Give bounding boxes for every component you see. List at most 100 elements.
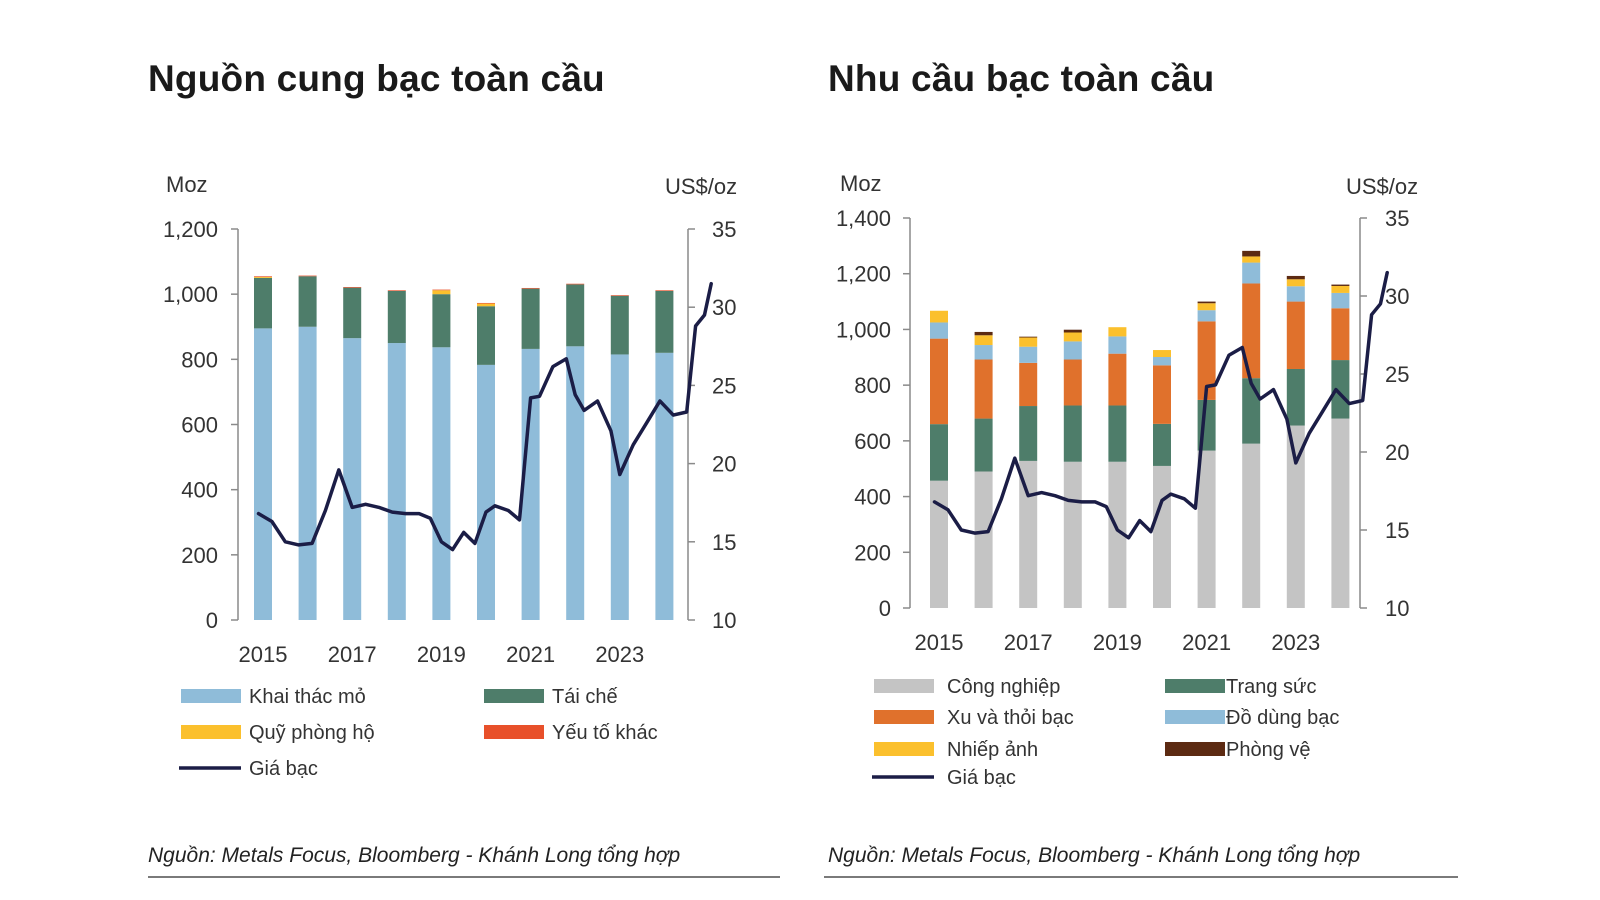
legend-label-gia-bac: Giá bạc xyxy=(947,767,1016,789)
bar-phong-ve-2016 xyxy=(974,331,993,336)
x-axis-tick-label: 2017 xyxy=(328,642,377,667)
bar-trang-suc-2018 xyxy=(1063,405,1082,462)
left-axis-tick-label: 800 xyxy=(854,373,891,398)
legend-swatch-cong-nghiep xyxy=(874,679,934,693)
right-axis-tick-label: 35 xyxy=(1385,206,1409,231)
bar-cong-nghiep-2024 xyxy=(1331,418,1350,608)
bar-do-dung-bac-2018 xyxy=(1063,341,1082,360)
bar-cong-nghiep-2017 xyxy=(1019,460,1038,608)
bar-xu-va-thoi-bac-2021 xyxy=(1197,321,1216,400)
bar-khai-thac-mo-2015 xyxy=(254,328,272,620)
bar-cong-nghiep-2021 xyxy=(1197,450,1216,608)
bar-xu-va-thoi-bac-2017 xyxy=(1019,362,1038,407)
bar-xu-va-thoi-bac-2023 xyxy=(1286,301,1305,369)
x-axis-tick-label: 2017 xyxy=(1004,630,1053,655)
right-axis-tick-label: 20 xyxy=(712,452,736,477)
bar-xu-va-thoi-bac-2022 xyxy=(1242,283,1261,379)
bar-cong-nghiep-2015 xyxy=(930,480,948,608)
bar-do-dung-bac-2015 xyxy=(930,322,948,339)
bar-nhiep-anh-2015 xyxy=(930,310,948,323)
bar-tai-che-2016 xyxy=(298,276,317,327)
legend-label-do-dung-bac: Đồ dùng bạc xyxy=(1226,707,1339,729)
bar-xu-va-thoi-bac-2019 xyxy=(1108,353,1127,406)
bar-tai-che-2024 xyxy=(655,290,674,353)
bar-do-dung-bac-2023 xyxy=(1286,286,1305,302)
left-axis-tick-label: 0 xyxy=(206,608,218,633)
right-axis-tick-label: 30 xyxy=(712,295,736,320)
price-line-gia-bac xyxy=(256,281,713,552)
legend-swatch-yeu-to-khac xyxy=(484,725,544,739)
legend-swatch-tai-che xyxy=(484,689,544,703)
bar-yeu-to-khac-2021 xyxy=(521,287,540,289)
supply-chart-title: Nguồn cung bạc toàn cầu xyxy=(148,58,605,99)
bar-tai-che-2019 xyxy=(432,294,451,348)
bar-phong-ve-2022 xyxy=(1242,250,1261,257)
legend-label-phong-ve: Phòng vệ xyxy=(1226,739,1311,761)
left-axis-tick-label: 600 xyxy=(181,413,218,438)
x-axis-tick-label: 2023 xyxy=(595,642,644,667)
bar-yeu-to-khac-2018 xyxy=(387,290,406,291)
bar-khai-thac-mo-2024 xyxy=(655,352,674,620)
bar-trang-suc-2023 xyxy=(1286,368,1305,426)
legend-label-cong-nghiep: Công nghiệp xyxy=(947,676,1060,698)
bar-xu-va-thoi-bac-2015 xyxy=(930,338,948,425)
left-axis-tick-label: 200 xyxy=(181,543,218,568)
bar-nhiep-anh-2019 xyxy=(1108,327,1127,337)
bar-tai-che-2020 xyxy=(477,306,495,365)
legend-swatch-xu-va-thoi-bac xyxy=(874,710,934,724)
bar-tai-che-2015 xyxy=(254,277,272,329)
bar-yeu-to-khac-2016 xyxy=(298,275,317,277)
legend-swatch-khai-thac-mo xyxy=(181,689,241,703)
left-axis-tick-label: 0 xyxy=(879,596,891,621)
left-axis-unit: Moz xyxy=(166,172,208,197)
left-axis-tick-label: 1,000 xyxy=(836,317,891,342)
bar-yeu-to-khac-2022 xyxy=(566,283,585,285)
bar-quy-phong-ho-2020 xyxy=(477,303,495,307)
left-axis-tick-label: 1,200 xyxy=(836,262,891,287)
bar-trang-suc-2020 xyxy=(1153,423,1171,466)
bar-xu-va-thoi-bac-2024 xyxy=(1331,308,1350,361)
supply-chart: Moz US$/oz 0 200 400 600 800 1,000 1,200 10 15 20 25… xyxy=(163,172,737,780)
x-axis-tick-label: 2019 xyxy=(417,642,466,667)
legend-swatch-quy-phong-ho xyxy=(181,725,241,739)
bar-trang-suc-2022 xyxy=(1242,378,1261,444)
bar-do-dung-bac-2020 xyxy=(1153,357,1171,366)
bar-nhiep-anh-2022 xyxy=(1242,256,1261,263)
x-axis-tick-label: 2019 xyxy=(1093,630,1142,655)
bar-phong-ve-2018 xyxy=(1063,329,1082,333)
left-axis-unit: Moz xyxy=(840,171,882,196)
bar-tai-che-2022 xyxy=(566,284,585,347)
bar-trang-suc-2016 xyxy=(974,418,993,472)
bar-khai-thac-mo-2020 xyxy=(477,364,495,620)
bar-xu-va-thoi-bac-2020 xyxy=(1153,365,1171,424)
left-axis-tick-label: 200 xyxy=(854,540,891,565)
right-axis-tick-label: 35 xyxy=(712,217,736,242)
bar-khai-thac-mo-2016 xyxy=(298,326,317,620)
bar-yeu-to-khac-2020 xyxy=(477,302,495,304)
bar-khai-thac-mo-2017 xyxy=(343,338,362,620)
bar-khai-thac-mo-2021 xyxy=(521,348,540,620)
bar-tai-che-2023 xyxy=(610,295,629,355)
bar-cong-nghiep-2019 xyxy=(1108,461,1127,608)
x-axis-tick-label: 2015 xyxy=(915,630,964,655)
price-line-gia-bac xyxy=(932,270,1389,540)
bar-cong-nghiep-2023 xyxy=(1286,425,1305,608)
bar-do-dung-bac-2017 xyxy=(1019,346,1038,363)
x-axis-tick-label: 2021 xyxy=(506,642,555,667)
bar-khai-thac-mo-2022 xyxy=(566,346,585,620)
legend-label-tai-che: Tái chế xyxy=(552,686,618,708)
supply-bottom-rule xyxy=(148,876,780,878)
bar-do-dung-bac-2021 xyxy=(1197,310,1216,322)
demand-chart-title: Nhu cầu bạc toàn cầu xyxy=(828,58,1215,99)
bar-phong-ve-2024 xyxy=(1331,284,1350,286)
legend-label-quy-phong-ho: Quỹ phòng hộ xyxy=(249,722,375,744)
bar-nhiep-anh-2016 xyxy=(974,335,993,346)
left-axis-tick-label: 1,200 xyxy=(163,217,218,242)
bar-khai-thac-mo-2023 xyxy=(610,354,629,620)
demand-bottom-rule xyxy=(824,876,1458,878)
left-axis-tick-label: 400 xyxy=(854,485,891,510)
bar-nhiep-anh-2017 xyxy=(1019,337,1038,347)
right-axis-tick-label: 10 xyxy=(712,608,736,633)
legend-swatch-phong-ve xyxy=(1165,742,1225,756)
bar-nhiep-anh-2024 xyxy=(1331,285,1350,293)
